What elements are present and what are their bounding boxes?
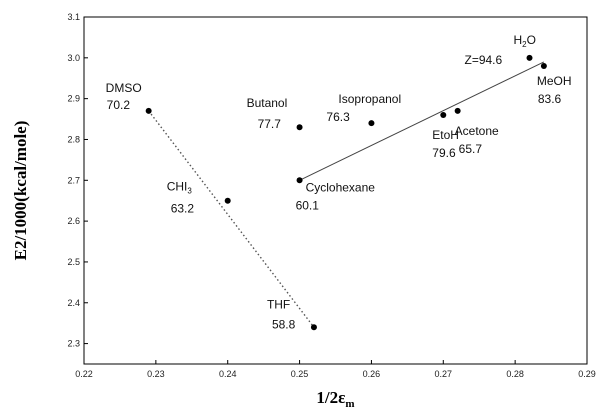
x-tick-label: 0.24 [219, 369, 237, 379]
dotted-fit-line [148, 110, 315, 328]
y-tick-label: 2.6 [67, 216, 80, 226]
y-tick-label: 3.1 [67, 12, 80, 22]
point-name-label: Acetone [455, 124, 499, 138]
data-point [368, 120, 375, 127]
data-point [224, 197, 231, 204]
y-tick-label: 2.7 [67, 175, 80, 185]
point-name: THF [267, 297, 290, 311]
point-name-suffix: O [527, 33, 536, 47]
point-name: Isopropanol [338, 92, 401, 106]
x-tick-label: 0.27 [435, 369, 453, 379]
data-point [310, 324, 317, 331]
x-tick-label: 0.25 [291, 369, 309, 379]
x-axis-label-main: 1/2ε [316, 388, 345, 407]
point-name: Butanol [247, 96, 288, 110]
point-name: H [514, 33, 523, 47]
point-name-label: MeOH [537, 74, 572, 88]
point-name: DMSO [106, 81, 142, 95]
data-point [526, 54, 533, 61]
data-point [540, 62, 547, 69]
data-point [296, 177, 303, 184]
point-name-label: EtoH [432, 128, 459, 142]
y-tick-label: 2.9 [67, 94, 80, 104]
point-name: CHI [167, 180, 188, 194]
y-tick-label: 2.8 [67, 134, 80, 144]
point-name-subscript: 2 [522, 40, 527, 49]
point-name: MeOH [537, 74, 572, 88]
point-value-label: 77.7 [258, 117, 282, 131]
point-value-label: 76.3 [326, 110, 350, 124]
fit-lines [148, 61, 545, 328]
y-tick-label: 2.3 [67, 339, 80, 349]
x-tick-label: 0.22 [75, 369, 93, 379]
x-axis-ticks: 0.22 0.23 0.24 0.25 0.26 0.27 0.28 0.29 [75, 360, 596, 379]
x-tick-label: 0.26 [363, 369, 381, 379]
point-name-label: THF [267, 297, 290, 311]
point-name-label: CHI3 [167, 180, 193, 196]
point-name: Cyclohexane [306, 180, 376, 194]
y-tick-label: 2.4 [67, 298, 80, 308]
y-axis-ticks: 2.3 2.4 2.5 2.6 2.7 2.8 2.9 3.0 3.1 [67, 12, 88, 349]
point-name-label: DMSO [106, 81, 142, 95]
y-axis-label: E2/1000(kcal/mole) [11, 121, 30, 261]
x-tick-label: 0.28 [506, 369, 524, 379]
solid-fit-line [299, 61, 545, 181]
point-value-label: 70.2 [107, 98, 131, 112]
data-points [145, 54, 547, 331]
point-name: EtoH [432, 128, 459, 142]
data-point [296, 124, 303, 131]
plot-frame [83, 16, 588, 365]
point-value-label: 63.2 [171, 202, 195, 216]
point-name-label: H2O [514, 33, 536, 49]
point-value-label: 60.1 [296, 198, 320, 212]
point-value-label: 83.6 [538, 92, 562, 106]
point-name-subscript: 3 [187, 187, 192, 196]
y-tick-label: 2.5 [67, 257, 80, 267]
point-value-label: 65.7 [459, 142, 483, 156]
data-point [454, 107, 461, 114]
data-point [440, 111, 447, 118]
point-name: Acetone [455, 124, 499, 138]
x-tick-label: 0.29 [578, 369, 596, 379]
x-axis-label: 1/2εm [316, 388, 354, 410]
point-labels: DMSO 70.2 CHI3 63.2 THF 58.8 Butanol 77.7 Cycloh… [106, 33, 572, 331]
x-axis-label-subscript: m [345, 398, 354, 410]
point-name-label: Butanol [247, 96, 288, 110]
point-value-label: Z=94.6 [465, 53, 503, 67]
point-name-label: Cyclohexane [306, 180, 376, 194]
point-value-label: 79.6 [432, 146, 456, 160]
x-tick-label: 0.23 [147, 369, 165, 379]
point-value-label: 58.8 [272, 317, 296, 331]
y-tick-label: 3.0 [67, 53, 80, 63]
data-point [145, 107, 152, 114]
point-name-label: Isopropanol [338, 92, 401, 106]
